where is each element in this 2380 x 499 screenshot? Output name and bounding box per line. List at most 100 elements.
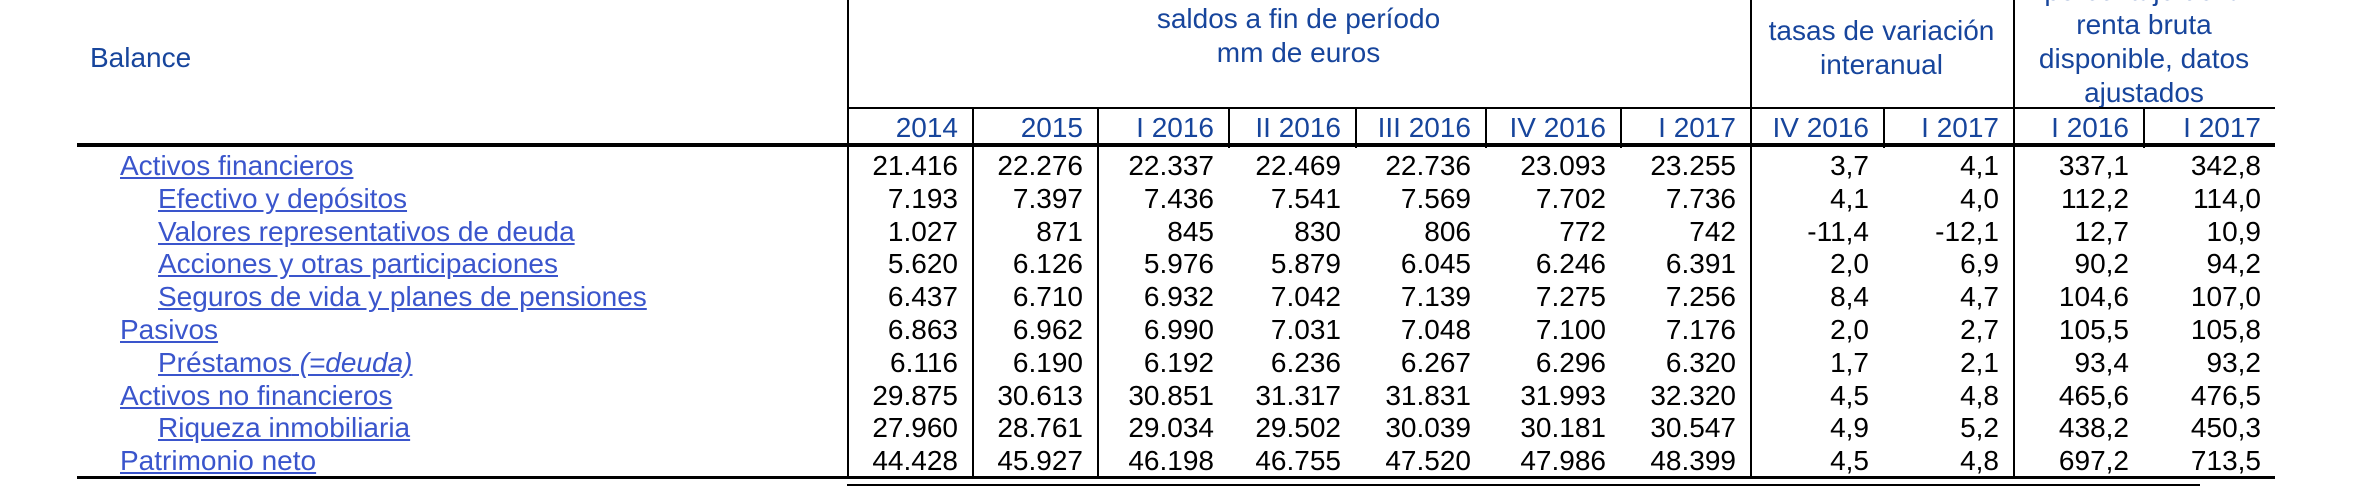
border-vertical-year-sep (1485, 107, 1487, 148)
row-label-link[interactable]: Patrimonio neto (120, 445, 317, 477)
value-cell: 6.045 (1400, 248, 1471, 280)
group-header-line: ajustados (2084, 77, 2204, 108)
value-cell: 4,1 (1830, 182, 1869, 214)
border-table-bottom (77, 476, 2275, 479)
row-label-link[interactable]: Pasivos (120, 314, 219, 345)
value-cell: 7.193 (887, 182, 958, 214)
value-cell: 7.139 (1400, 281, 1471, 313)
column-header: I 2017 (2183, 112, 2261, 143)
value-cell: 7.736 (1665, 182, 1736, 214)
group-header-line: renta bruta (2076, 9, 2212, 40)
value-cell: 105,8 (2190, 314, 2261, 345)
value-cell: 6,9 (1960, 248, 1999, 280)
value-cell: 27.960 (872, 412, 958, 444)
value-cell: 772 (1559, 215, 1606, 247)
value-cell: 6.267 (1400, 346, 1471, 378)
border-vertical-year-sep (2143, 107, 2145, 148)
value-cell: 6.391 (1665, 248, 1736, 280)
value-cell: 2,7 (1960, 314, 1999, 345)
value-cell: 48.399 (1650, 445, 1736, 477)
value-cell: 4,7 (1960, 281, 1999, 313)
group-header-line: mm de euros (1216, 37, 1381, 68)
value-cell: 7.176 (1665, 314, 1736, 345)
row-label-link[interactable]: Efectivo y depósitos (158, 182, 408, 214)
value-cell: 114,0 (2193, 182, 2261, 214)
value-cell: 30.547 (1650, 412, 1736, 444)
value-cell: 7.569 (1400, 182, 1471, 214)
value-cell: -12,1 (1935, 215, 1999, 247)
column-header: IV 2016 (1772, 112, 1869, 143)
value-cell: 6.296 (1535, 346, 1606, 378)
value-cell: 7.031 (1270, 314, 1341, 345)
row-label-link[interactable]: Préstamos (=deuda) (158, 346, 413, 378)
group-header-line: tasas de variación (1768, 15, 1995, 46)
value-cell: 2,1 (1960, 346, 1999, 378)
value-cell: 5,2 (1960, 412, 1999, 444)
border-vertical-year-sep (1355, 107, 1357, 148)
column-header: II 2016 (1255, 112, 1341, 143)
column-header: 2014 (895, 112, 958, 143)
value-cell: 476,5 (2190, 379, 2261, 411)
value-cell: 6.863 (887, 314, 958, 345)
value-cell: 22.337 (1128, 150, 1214, 181)
value-cell: 90,2 (2074, 248, 2130, 280)
group-header-clipped-line: porcentaje de la (2013, 0, 2275, 8)
value-cell: 806 (1424, 215, 1471, 247)
row-label-link[interactable]: Acciones y otras participaciones (158, 248, 558, 280)
column-group-header-tasas: tasas de variación interanual (1750, 14, 2013, 82)
border-year-row-top (847, 107, 2275, 109)
border-vertical-year-sep (1883, 107, 1885, 148)
border-vertical-labels (847, 0, 849, 476)
value-cell: 6.962 (1012, 314, 1083, 345)
value-cell: 6.932 (1143, 281, 1214, 313)
value-cell: 6.710 (1012, 281, 1083, 313)
border-table-bottom-second (847, 484, 2200, 486)
value-cell: 4,9 (1830, 412, 1869, 444)
value-cell: 450,3 (2190, 412, 2261, 444)
value-cell: 6.246 (1535, 248, 1606, 280)
value-cell: 713,5 (2190, 445, 2261, 477)
value-cell: 5.620 (887, 248, 958, 280)
value-cell: 45.927 (997, 445, 1083, 477)
group-header-line: interanual (1820, 49, 1943, 80)
value-cell: 7.048 (1400, 314, 1471, 345)
value-cell: 31.993 (1520, 379, 1606, 411)
column-header: I 2017 (1921, 112, 1999, 143)
value-cell: 4,0 (1960, 182, 1999, 214)
value-cell: 8,4 (1830, 281, 1869, 313)
value-cell: 28.761 (997, 412, 1083, 444)
row-label-link[interactable]: Activos no financieros (120, 379, 393, 411)
row-label-link[interactable]: Valores representativos de deuda (158, 215, 575, 247)
value-cell: 7.541 (1270, 182, 1341, 214)
value-cell: 21.416 (872, 150, 958, 181)
value-cell: 742 (1689, 215, 1736, 247)
value-cell: 7.275 (1535, 281, 1606, 313)
value-cell: 5.879 (1270, 248, 1341, 280)
value-cell: 29.502 (1255, 412, 1341, 444)
column-header: I 2016 (2051, 112, 2129, 143)
value-cell: 871 (1036, 215, 1083, 247)
value-cell: 30.851 (1128, 379, 1214, 411)
row-label-link[interactable]: Activos financieros (120, 150, 354, 181)
value-cell: 22.736 (1385, 150, 1471, 181)
table-title: Balance (90, 42, 192, 73)
value-cell: 4,1 (1960, 150, 1999, 181)
value-cell: 3,7 (1830, 150, 1869, 181)
row-label-link[interactable]: Riqueza inmobiliaria (158, 412, 411, 444)
value-cell: 23.255 (1650, 150, 1736, 181)
value-cell: 465,6 (2058, 379, 2129, 411)
value-cell: 94,2 (2206, 248, 2262, 280)
value-cell: 29.875 (872, 379, 958, 411)
value-cell: 6.116 (890, 346, 958, 378)
value-cell: 47.520 (1385, 445, 1471, 477)
value-cell: 32.320 (1650, 379, 1736, 411)
value-cell: 7.702 (1535, 182, 1606, 214)
value-cell: 30.039 (1385, 412, 1471, 444)
row-label-link[interactable]: Seguros de vida y planes de pensiones (158, 281, 647, 313)
border-vertical-2014 (972, 107, 974, 476)
value-cell: 22.469 (1255, 150, 1341, 181)
value-cell: 46.198 (1128, 445, 1214, 477)
value-cell: 31.831 (1385, 379, 1471, 411)
value-cell: 22.276 (997, 150, 1083, 181)
